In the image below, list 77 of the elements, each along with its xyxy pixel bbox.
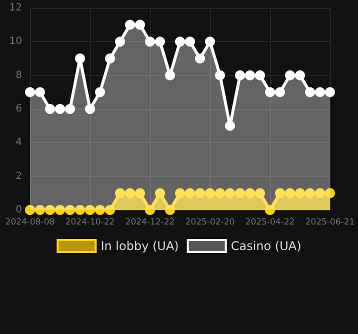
point bbox=[25, 205, 35, 215]
point bbox=[95, 87, 105, 98]
point bbox=[135, 188, 145, 198]
point bbox=[135, 20, 145, 30]
point bbox=[295, 70, 305, 80]
point bbox=[205, 188, 215, 198]
point bbox=[295, 188, 305, 198]
point bbox=[315, 87, 325, 98]
point bbox=[215, 188, 225, 198]
point bbox=[265, 205, 275, 215]
point bbox=[195, 54, 205, 64]
y-tick-label: 4 bbox=[16, 137, 22, 148]
point bbox=[45, 205, 55, 215]
point bbox=[175, 36, 185, 47]
y-tick-label: 6 bbox=[16, 104, 22, 114]
point bbox=[205, 36, 215, 47]
point bbox=[315, 188, 325, 198]
point bbox=[225, 120, 235, 131]
point bbox=[55, 104, 65, 114]
point bbox=[255, 70, 265, 80]
point bbox=[265, 87, 275, 98]
point bbox=[85, 104, 95, 114]
x-tick-label: 2024-12-22 bbox=[125, 218, 175, 228]
point bbox=[195, 188, 205, 198]
point bbox=[305, 188, 315, 198]
x-tick-label: 2025-02-20 bbox=[185, 218, 235, 228]
point bbox=[165, 205, 175, 215]
point bbox=[145, 205, 155, 215]
point bbox=[115, 188, 125, 198]
point bbox=[65, 104, 75, 114]
point bbox=[245, 70, 255, 80]
point bbox=[285, 188, 295, 198]
y-tick-label: 0 bbox=[16, 204, 22, 216]
point bbox=[45, 104, 55, 114]
point bbox=[25, 87, 35, 98]
x-tick-label: 2024-08-08 bbox=[5, 218, 55, 228]
point bbox=[235, 188, 245, 198]
point bbox=[35, 205, 45, 215]
point bbox=[275, 188, 285, 198]
point bbox=[165, 70, 175, 80]
point bbox=[215, 70, 225, 80]
point bbox=[325, 188, 335, 198]
point bbox=[175, 188, 185, 198]
point bbox=[65, 205, 75, 215]
point bbox=[95, 205, 105, 215]
point bbox=[255, 188, 265, 198]
y-tick-label: 10 bbox=[9, 36, 22, 48]
x-tick-label: 2024-10-22 bbox=[65, 218, 115, 228]
point bbox=[105, 54, 115, 64]
point bbox=[55, 205, 65, 215]
point bbox=[115, 36, 125, 47]
point bbox=[185, 188, 195, 198]
point bbox=[155, 36, 165, 47]
point bbox=[185, 36, 195, 47]
point bbox=[75, 54, 85, 64]
point bbox=[305, 87, 315, 98]
point bbox=[225, 188, 235, 198]
y-tick-label: 2 bbox=[16, 170, 22, 182]
point bbox=[325, 87, 335, 98]
point bbox=[285, 70, 295, 80]
point bbox=[75, 205, 85, 215]
y-tick-label: 8 bbox=[16, 70, 22, 81]
point bbox=[85, 205, 95, 215]
point bbox=[35, 87, 45, 98]
x-tick-label: 2025-04-22 bbox=[245, 218, 295, 228]
point bbox=[275, 87, 285, 98]
point bbox=[235, 70, 245, 80]
point bbox=[145, 36, 155, 47]
y-tick-label: 12 bbox=[9, 2, 22, 14]
point bbox=[125, 188, 135, 198]
point bbox=[125, 20, 135, 30]
x-tick-label: 2025-06-21 bbox=[305, 218, 355, 228]
point bbox=[155, 188, 165, 198]
point bbox=[245, 188, 255, 198]
legend-label: In lobby (UA) bbox=[100, 239, 179, 253]
point bbox=[105, 205, 115, 215]
legend-label: Casino (UA) bbox=[230, 239, 302, 253]
